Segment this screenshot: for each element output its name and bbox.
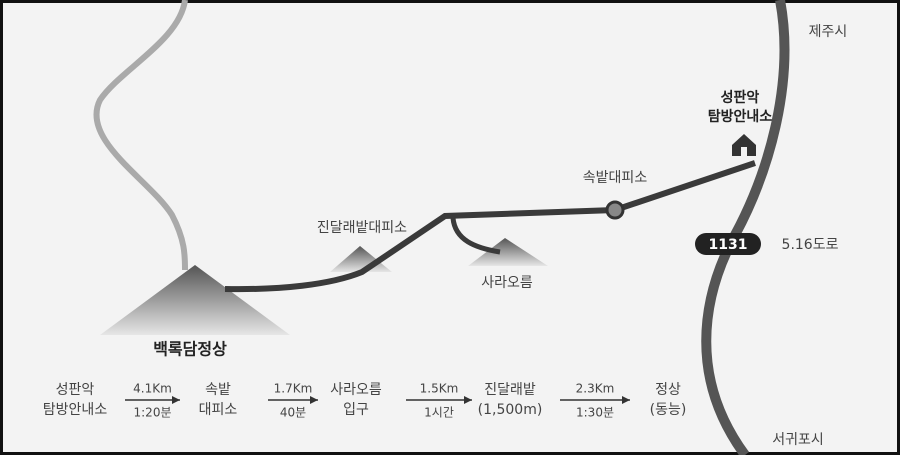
segment-time: 40분	[280, 406, 306, 420]
stop-label: 사라오름	[330, 382, 382, 398]
segment-distance: 4.1Km	[133, 382, 172, 396]
place-label: 속밭대피소	[583, 170, 648, 186]
arrow-head	[172, 396, 180, 404]
place-label: 탐방안내소	[708, 108, 773, 125]
door	[741, 147, 747, 156]
stop-label: 탐방안내소	[43, 402, 108, 418]
segment-time: 1:30분	[576, 406, 614, 420]
stop-label: (동능)	[650, 402, 687, 418]
stop-label: 진달래밭	[484, 382, 536, 398]
place-label: 진달래밭대피소	[317, 220, 407, 236]
place-label: 성판악	[721, 89, 760, 106]
trail	[224, 160, 756, 293]
segment-time: 1:20분	[134, 406, 172, 420]
arrow-head	[464, 396, 472, 404]
stop-label: (1,500m)	[478, 402, 543, 418]
stop-label: 정상	[655, 382, 681, 398]
stop-label: 입구	[343, 402, 369, 418]
arrow-head	[622, 396, 630, 404]
stop-label: 속밭	[205, 382, 231, 398]
city-label: 서귀포시	[772, 432, 824, 448]
place-label: 사라오름	[481, 275, 533, 291]
arrow-head	[310, 396, 318, 404]
segment-distance: 1.5Km	[420, 382, 459, 396]
summit-mountain	[100, 265, 290, 335]
stop-label: 대피소	[199, 402, 238, 418]
branch-trail	[450, 217, 501, 255]
place-label: 백록담정상	[153, 340, 227, 359]
shelter-marker	[605, 200, 625, 220]
segment-distance: 1.7Km	[274, 382, 313, 396]
road-name: 5.16도로	[782, 237, 839, 253]
road-number: 1131	[709, 237, 748, 253]
saraoreum-hill	[468, 238, 548, 266]
segment-distance: 2.3Km	[576, 382, 615, 396]
segment-time: 1시간	[424, 406, 454, 420]
city-label: 제주시	[809, 24, 848, 40]
visitor-center-icon	[732, 134, 756, 156]
stream	[93, 0, 188, 271]
road-badge	[695, 233, 761, 255]
stop-label: 성판악	[56, 382, 95, 398]
